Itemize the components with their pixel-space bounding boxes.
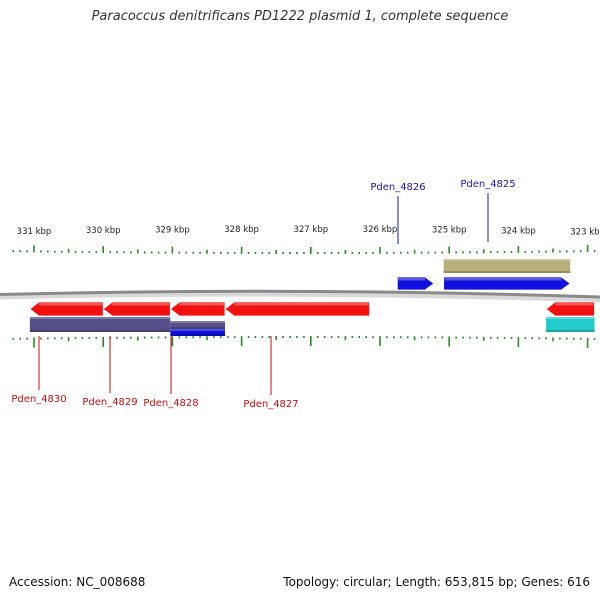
topology-summary: Topology: circular; Length: 653,815 bp; … xyxy=(283,575,590,589)
feature-blue xyxy=(170,329,225,336)
scale-label: 323 kbp xyxy=(570,227,600,237)
gene-label[interactable]: Pden_4827 xyxy=(243,399,298,410)
gene-arrow[interactable] xyxy=(443,276,571,291)
gene-arrow[interactable] xyxy=(396,276,435,291)
scale-label: 326 kbp xyxy=(363,225,398,235)
scale-label: 324 kbp xyxy=(501,226,536,236)
gene-arrow[interactable] xyxy=(102,301,171,317)
scale-label: 328 kbp xyxy=(224,225,259,235)
gene-label[interactable]: Pden_4825 xyxy=(460,179,515,190)
feature-purple xyxy=(29,317,171,332)
gene-arrow[interactable] xyxy=(224,301,371,317)
gene-label[interactable]: Pden_4828 xyxy=(143,398,198,409)
backbone-shadow xyxy=(0,291,600,303)
gene-label[interactable]: Pden_4826 xyxy=(370,182,425,193)
gene-arrow[interactable] xyxy=(169,301,226,317)
gene-arrow[interactable] xyxy=(545,301,595,317)
accession-text: Accession: NC_008688 xyxy=(9,575,146,589)
inner-tick-track xyxy=(12,336,596,348)
scale-labels: 331 kbp 330 kbp 329 kbp 328 kbp 327 kbp 326 k… xyxy=(17,225,600,237)
gene-arrow[interactable] xyxy=(29,301,104,317)
feature-track xyxy=(29,259,595,336)
outer-tick-track xyxy=(12,245,596,254)
gene-labels: Pden_4826 Pden_4825 Pden_4830 Pden_4829 Pden… xyxy=(11,179,515,410)
feature-cyan xyxy=(546,317,595,332)
gene-label[interactable]: Pden_4830 xyxy=(11,394,66,405)
feature-purple xyxy=(170,321,225,329)
scale-label: 327 kbp xyxy=(293,225,328,235)
scale-label: 331 kbp xyxy=(17,227,52,237)
map-title: Paracoccus denitrificans PD1222 plasmid … xyxy=(91,9,509,24)
scale-label: 329 kbp xyxy=(155,225,190,235)
scale-label: 330 kbp xyxy=(86,226,121,236)
gene-label[interactable]: Pden_4829 xyxy=(82,397,137,408)
plasmid-backbone xyxy=(0,289,600,299)
gene-track xyxy=(29,276,595,317)
feature-olive xyxy=(443,259,571,273)
scale-label: 325 kbp xyxy=(432,226,467,236)
